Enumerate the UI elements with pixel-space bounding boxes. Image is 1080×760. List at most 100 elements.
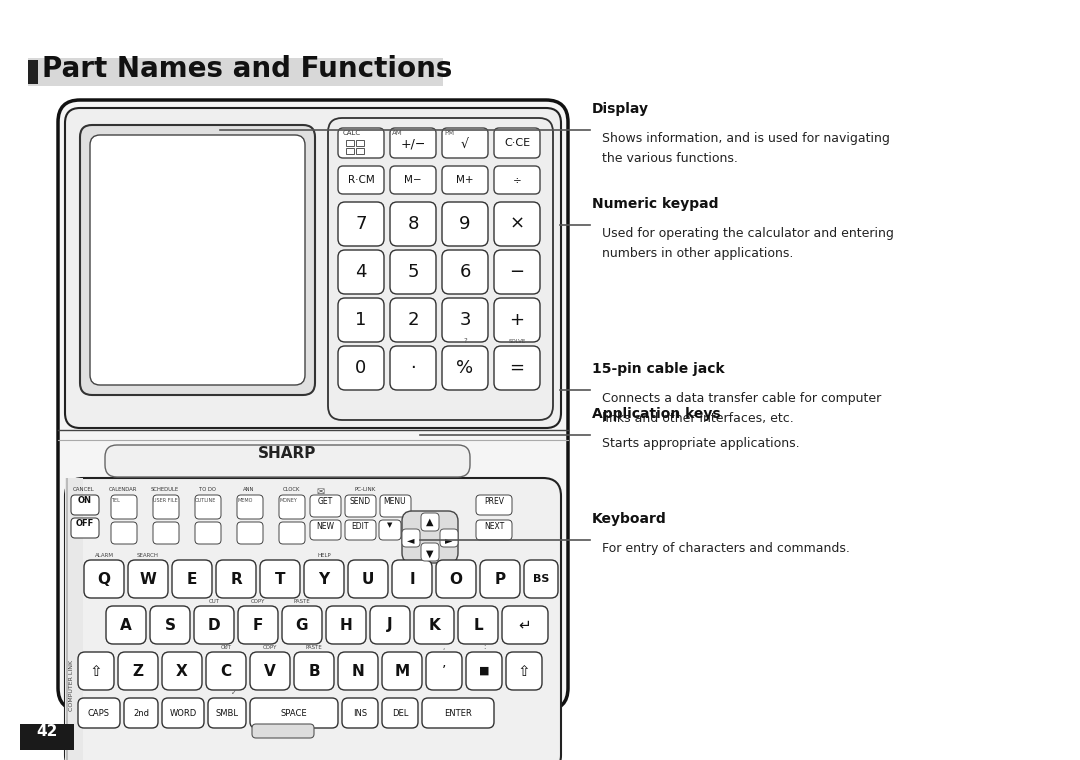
Text: W: W [139, 572, 157, 587]
Text: links and other interfaces, etc.: links and other interfaces, etc. [602, 412, 794, 425]
Text: COPY: COPY [251, 599, 266, 604]
Bar [356, 140, 364, 146]
FancyBboxPatch shape [494, 202, 540, 246]
Text: M: M [394, 663, 409, 679]
Text: INS: INS [353, 708, 367, 717]
FancyBboxPatch shape [71, 495, 99, 515]
Bar [28, 58, 443, 86]
Text: Z: Z [133, 663, 144, 679]
Text: MONEY: MONEY [279, 498, 297, 503]
Text: USER FILE: USER FILE [153, 498, 178, 503]
FancyBboxPatch shape [111, 522, 137, 544]
FancyBboxPatch shape [252, 724, 314, 738]
FancyBboxPatch shape [426, 652, 462, 690]
Text: F: F [253, 617, 264, 632]
Text: 8: 8 [407, 215, 419, 233]
Text: NEW: NEW [316, 522, 334, 531]
Text: Display: Display [592, 102, 649, 116]
FancyBboxPatch shape [421, 513, 438, 531]
FancyBboxPatch shape [162, 698, 204, 728]
FancyBboxPatch shape [195, 495, 221, 519]
Text: For entry of characters and commands.: For entry of characters and commands. [602, 542, 850, 555]
Text: CLOCK: CLOCK [282, 487, 299, 492]
Text: 2nd: 2nd [133, 708, 149, 717]
FancyBboxPatch shape [328, 118, 553, 420]
Bar [346, 148, 354, 154]
Text: BS: BS [532, 574, 550, 584]
Text: B: B [308, 663, 320, 679]
FancyBboxPatch shape [326, 606, 366, 644]
FancyBboxPatch shape [124, 698, 158, 728]
Text: PASTE: PASTE [294, 599, 310, 604]
Text: O: O [449, 572, 462, 587]
Text: L: L [473, 617, 483, 632]
FancyBboxPatch shape [237, 495, 264, 519]
Bar [356, 148, 364, 154]
FancyBboxPatch shape [111, 495, 137, 519]
Text: P: P [495, 572, 505, 587]
Text: ◄: ◄ [407, 535, 415, 545]
FancyBboxPatch shape [379, 520, 401, 540]
FancyBboxPatch shape [162, 652, 202, 690]
FancyBboxPatch shape [338, 128, 384, 158]
FancyBboxPatch shape [440, 529, 458, 547]
FancyBboxPatch shape [106, 606, 146, 644]
FancyBboxPatch shape [390, 346, 436, 390]
Text: OFF: OFF [76, 519, 94, 528]
Text: Used for operating the calculator and entering: Used for operating the calculator and en… [602, 227, 894, 240]
Text: 15-pin cable jack: 15-pin cable jack [592, 362, 725, 376]
FancyBboxPatch shape [494, 128, 540, 158]
Text: 9: 9 [459, 215, 471, 233]
Text: Y: Y [319, 572, 329, 587]
Text: COMPUTER LINK: COMPUTER LINK [69, 660, 75, 711]
Text: CUT: CUT [220, 645, 231, 650]
FancyBboxPatch shape [390, 166, 436, 194]
Text: CALC: CALC [343, 130, 361, 136]
FancyBboxPatch shape [310, 520, 341, 540]
Text: M−: M− [404, 175, 422, 185]
FancyBboxPatch shape [105, 445, 470, 477]
Text: R: R [230, 572, 242, 587]
FancyBboxPatch shape [524, 560, 558, 598]
FancyBboxPatch shape [382, 698, 418, 728]
FancyBboxPatch shape [390, 128, 436, 158]
Text: V: V [265, 663, 275, 679]
Text: M+: M+ [456, 175, 474, 185]
FancyBboxPatch shape [442, 202, 488, 246]
FancyBboxPatch shape [421, 543, 438, 561]
FancyBboxPatch shape [494, 346, 540, 390]
Text: Connects a data transfer cable for computer: Connects a data transfer cable for compu… [602, 392, 881, 405]
Text: +: + [510, 311, 525, 329]
FancyBboxPatch shape [80, 125, 315, 395]
Text: PC-LINK: PC-LINK [354, 487, 376, 492]
FancyBboxPatch shape [476, 520, 512, 540]
Text: SEND: SEND [350, 497, 370, 506]
Text: CANCEL: CANCEL [73, 487, 95, 492]
Text: ▼: ▼ [388, 522, 393, 528]
FancyBboxPatch shape [303, 560, 345, 598]
Text: GET: GET [318, 497, 333, 506]
Text: 0: 0 [355, 359, 366, 377]
Text: ON: ON [78, 496, 92, 505]
Text: S: S [164, 617, 175, 632]
FancyBboxPatch shape [216, 560, 256, 598]
FancyBboxPatch shape [442, 298, 488, 342]
Text: ALARM: ALARM [95, 553, 113, 558]
Text: ?: ? [463, 338, 467, 344]
Text: 4: 4 [355, 263, 367, 281]
FancyBboxPatch shape [78, 698, 120, 728]
Text: ÷: ÷ [513, 175, 522, 185]
Text: G: G [296, 617, 308, 632]
Text: 3: 3 [459, 311, 471, 329]
Text: D: D [207, 617, 220, 632]
Text: A: A [120, 617, 132, 632]
Text: ,: , [443, 644, 445, 650]
FancyBboxPatch shape [90, 135, 305, 385]
Text: CALENDAR: CALENDAR [109, 487, 137, 492]
FancyBboxPatch shape [279, 495, 305, 519]
Text: 6: 6 [459, 263, 471, 281]
FancyBboxPatch shape [58, 100, 568, 710]
Text: ENTER: ENTER [444, 708, 472, 717]
FancyBboxPatch shape [390, 298, 436, 342]
Text: ↵: ↵ [518, 617, 531, 632]
